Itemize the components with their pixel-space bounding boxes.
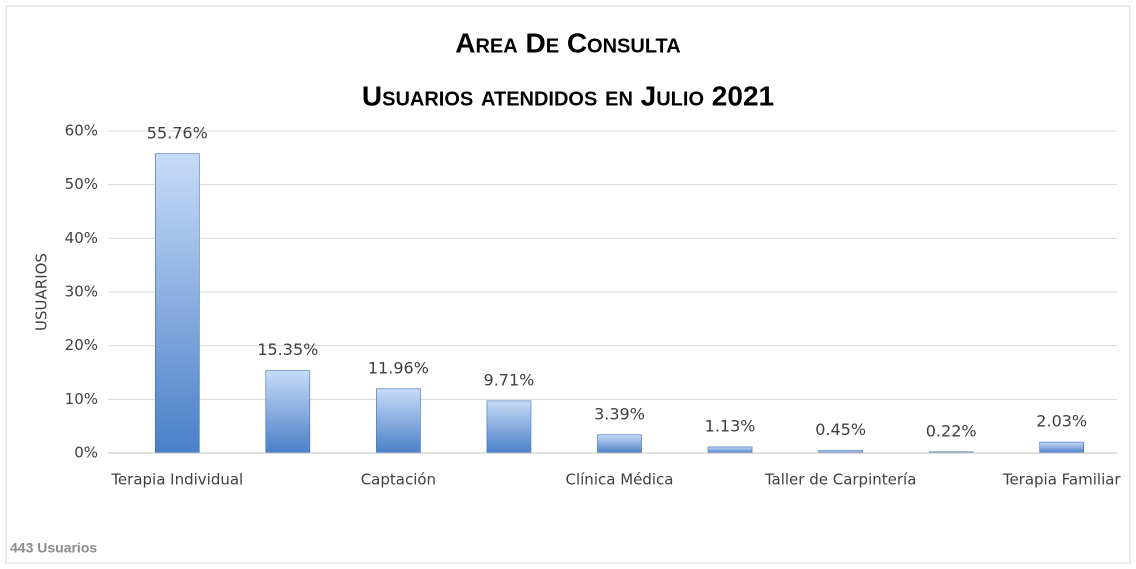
data-label: 3.39% (594, 404, 645, 423)
chart-title: Area De Consulta (455, 27, 680, 58)
y-tick-label: 10% (65, 390, 98, 408)
data-label: 1.13% (705, 416, 756, 435)
data-label: 55.76% (147, 123, 208, 142)
data-label: 11.96% (368, 358, 429, 377)
bar (376, 388, 421, 454)
bar (486, 400, 532, 454)
bar (154, 153, 200, 454)
y-tick-label: 40% (65, 229, 98, 247)
bar (597, 434, 642, 454)
footnote: 443 Usuarios (10, 540, 97, 556)
bar (1039, 441, 1085, 454)
y-axis-label: USUARIOS (33, 253, 51, 331)
data-label: 15.35% (257, 340, 318, 359)
chart-subtitle: Usuarios atendidos en Julio 2021 (362, 80, 774, 111)
data-label: 0.45% (815, 420, 866, 439)
y-tick-label: 20% (65, 336, 98, 354)
y-tick-label: 30% (65, 283, 98, 301)
x-tick-label: Taller de Carpintería (764, 471, 917, 489)
y-tick-label: 50% (65, 175, 98, 193)
y-tick-label: 60% (65, 122, 98, 140)
x-tick-label: Terapia Individual (110, 471, 243, 489)
data-label: 0.22% (926, 421, 977, 440)
bar (265, 370, 311, 454)
data-label: 9.71% (484, 370, 535, 389)
x-tick-label: Terapia Familiar (1002, 471, 1122, 489)
y-tick-label: 0% (74, 444, 98, 462)
bar (707, 446, 753, 454)
x-tick-label: Clínica Médica (566, 471, 674, 489)
data-label: 2.03% (1036, 412, 1087, 431)
x-tick-label: Captación (361, 471, 436, 489)
